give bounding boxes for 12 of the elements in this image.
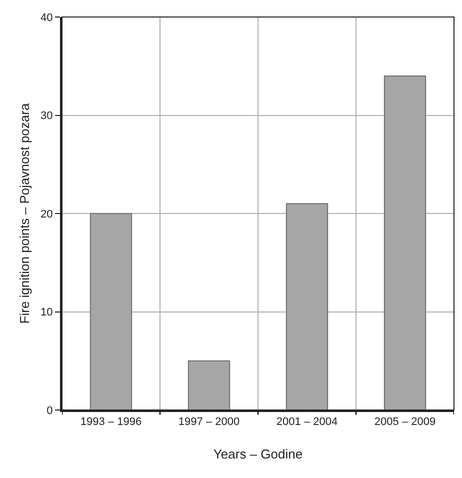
x-tick-label: 1997 – 2000 <box>178 416 240 428</box>
x-axis-title: Years – Godine <box>213 446 303 462</box>
x-tick-label: 1993 – 1996 <box>80 416 142 428</box>
y-tick-label: 20 <box>40 208 53 220</box>
y-axis-title: Fire ignition points – Pojavnost pozara <box>17 102 32 324</box>
y-tick-label: 0 <box>46 404 53 417</box>
x-tick-label: 2005 – 2009 <box>374 416 436 428</box>
y-tick-label: 40 <box>40 12 53 24</box>
y-tick-label: 10 <box>40 306 53 319</box>
y-tick-label: 30 <box>40 110 53 122</box>
bar <box>188 360 230 410</box>
x-tick-label: 2001 – 2004 <box>276 416 338 428</box>
